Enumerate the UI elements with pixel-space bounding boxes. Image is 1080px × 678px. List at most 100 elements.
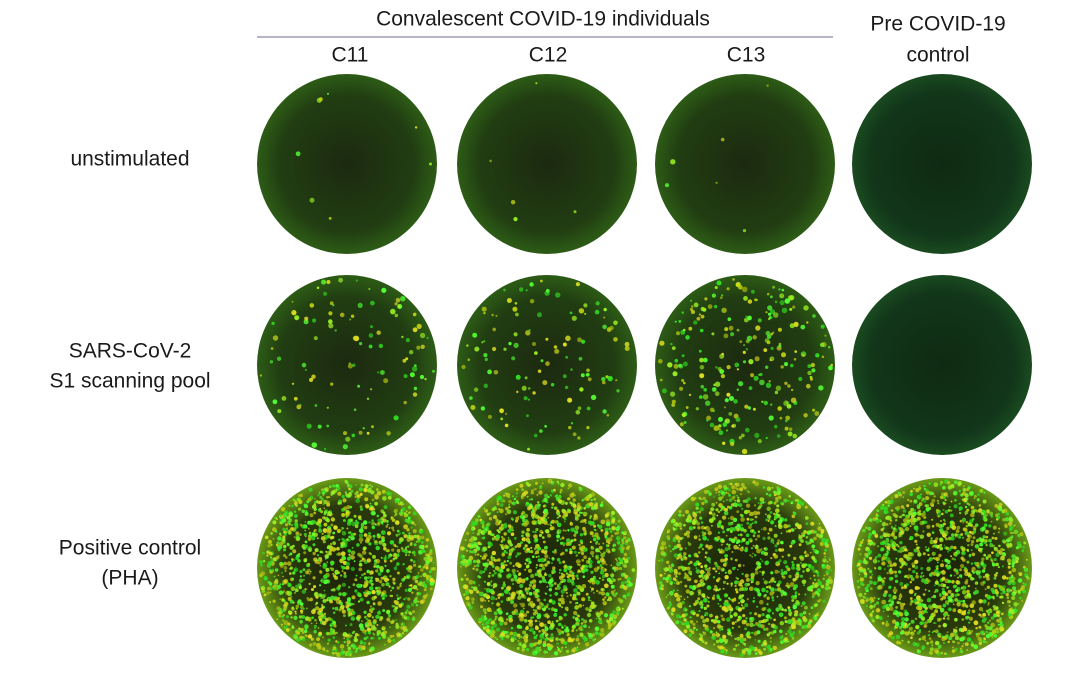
- spot: [283, 599, 286, 603]
- spot: [825, 570, 830, 575]
- spot: [754, 639, 757, 641]
- spot: [779, 416, 783, 420]
- spot: [918, 485, 921, 488]
- spot: [729, 613, 732, 616]
- spot: [769, 316, 773, 319]
- spot: [287, 530, 292, 535]
- spot: [311, 374, 316, 379]
- spot: [304, 624, 309, 629]
- spot: [830, 363, 833, 367]
- spot: [295, 531, 300, 536]
- spot: [296, 404, 302, 410]
- spot: [420, 344, 425, 349]
- spot: [764, 338, 770, 343]
- spot: [735, 505, 738, 508]
- spot: [765, 518, 769, 522]
- spot: [784, 620, 788, 624]
- spot: [544, 637, 548, 641]
- spot: [781, 288, 785, 292]
- spot: [541, 575, 545, 580]
- spot: [287, 622, 291, 626]
- spot: [573, 617, 575, 619]
- spot: [1001, 601, 1005, 605]
- spot: [277, 574, 280, 577]
- spot: [473, 565, 477, 568]
- spot: [738, 601, 741, 605]
- spot: [582, 604, 585, 607]
- spot: [774, 525, 777, 528]
- spot: [945, 537, 948, 541]
- spot: [357, 552, 361, 557]
- spot: [541, 520, 544, 524]
- spot: [700, 605, 704, 609]
- spot: [577, 551, 581, 554]
- spot: [355, 484, 358, 486]
- spot: [967, 584, 970, 588]
- spot: [307, 537, 312, 541]
- spot: [584, 530, 587, 533]
- spot: [345, 601, 348, 604]
- spot: [530, 550, 534, 554]
- spot: [341, 531, 347, 536]
- spot: [763, 348, 768, 352]
- spot: [476, 532, 480, 536]
- column-label: C11: [332, 44, 369, 67]
- spot: [417, 592, 422, 596]
- spot: [926, 532, 931, 537]
- spot: [590, 492, 596, 497]
- spot: [572, 432, 577, 437]
- spot: [877, 560, 880, 563]
- spot: [550, 383, 555, 387]
- spot: [402, 531, 405, 535]
- spot: [380, 370, 385, 375]
- spot: [579, 387, 584, 392]
- spot: [563, 568, 568, 573]
- spot: [571, 528, 575, 532]
- spot: [322, 492, 325, 495]
- spot: [551, 571, 554, 575]
- spot: [825, 564, 831, 570]
- spot: [275, 543, 279, 547]
- spot: [772, 312, 779, 318]
- spot: [534, 572, 538, 577]
- spot: [329, 301, 334, 306]
- spot: [354, 520, 360, 526]
- spot: [498, 574, 502, 578]
- spot: [581, 511, 584, 514]
- spot: [601, 501, 604, 504]
- spot: [733, 399, 738, 404]
- spot: [532, 611, 537, 616]
- spot: [962, 536, 965, 539]
- spot: [420, 535, 425, 540]
- spot: [758, 651, 763, 655]
- spot: [681, 537, 684, 539]
- spot: [388, 585, 391, 588]
- spot: [381, 596, 385, 600]
- spot: [920, 499, 924, 502]
- spot: [378, 636, 381, 640]
- spot: [321, 552, 324, 554]
- spot: [709, 630, 713, 634]
- spot: [357, 619, 360, 622]
- spot: [794, 577, 798, 581]
- spot: [776, 504, 780, 508]
- spot: [318, 492, 321, 495]
- spot: [391, 604, 395, 608]
- spot: [413, 386, 418, 391]
- spot: [580, 622, 584, 625]
- spot: [804, 563, 808, 567]
- spot: [494, 566, 500, 571]
- spot: [770, 309, 775, 315]
- spot: [616, 531, 620, 535]
- spot: [556, 627, 559, 630]
- spot: [402, 358, 407, 363]
- spot: [407, 537, 410, 539]
- spot: [752, 534, 756, 537]
- spot: [295, 504, 298, 507]
- spot: [299, 570, 303, 574]
- spot: [346, 637, 350, 641]
- spot: [491, 573, 495, 577]
- spot: [787, 640, 790, 643]
- spot: [922, 497, 925, 500]
